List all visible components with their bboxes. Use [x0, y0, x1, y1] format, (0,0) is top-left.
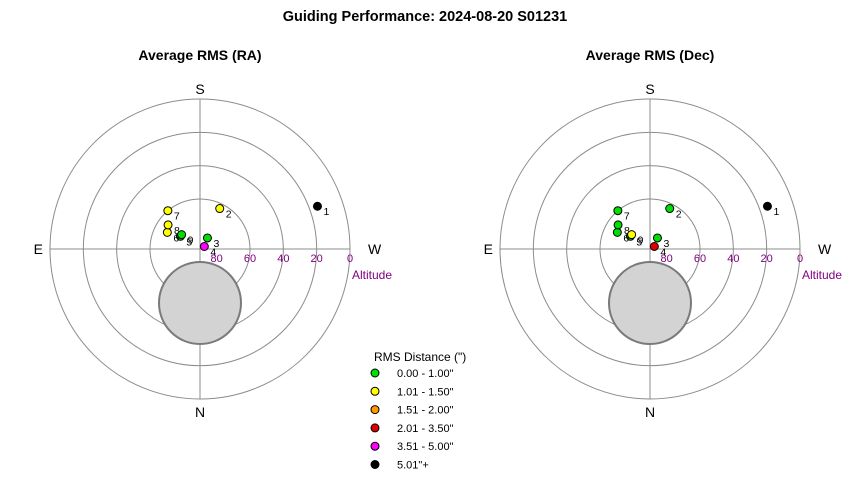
legend-swatch	[370, 405, 380, 415]
altitude-axis-label: Altitude	[802, 268, 842, 282]
altitude-tick-label: 0	[347, 253, 353, 265]
cardinal-south: S	[195, 81, 204, 97]
legend-label: 1.01 - 1.50"	[397, 386, 454, 398]
data-point-label: 8	[174, 225, 180, 237]
chart-title: Average RMS (Dec)	[586, 47, 715, 63]
altitude-tick-label: 80	[661, 253, 673, 265]
data-point	[613, 220, 623, 230]
altitude-axis-label: Altitude	[352, 268, 392, 282]
data-point	[199, 242, 209, 251]
data-point	[665, 204, 675, 214]
altitude-tick-label: 60	[694, 253, 706, 265]
legend-label: 3.51 - 5.00"	[397, 441, 454, 453]
cardinal-west: W	[368, 241, 382, 257]
data-point-label: 2	[676, 209, 682, 221]
cardinal-west: W	[818, 241, 832, 257]
legend-label: 5.01"+	[397, 460, 429, 472]
cardinal-north: N	[195, 404, 205, 420]
data-point-label: 2	[226, 209, 232, 221]
rms-ra-polar-chart: Average RMS (RA) S N E W 80 60 40 20 0 Altitude 1 2 3…	[34, 47, 393, 420]
chart-title: Average RMS (RA)	[138, 47, 261, 63]
data-point-label: 1	[773, 206, 779, 218]
page-title: Guiding Performance: 2024-08-20 S01231	[282, 9, 568, 25]
data-point	[649, 242, 659, 251]
data-point-label: 3	[663, 238, 669, 250]
data-point	[202, 233, 212, 243]
legend-swatch	[370, 460, 380, 469]
data-point-label: 4	[210, 247, 216, 259]
rms-dec-polar-chart: Average RMS (Dec) S N E W 80 60 40 20 0 Altitude 1 2…	[484, 47, 843, 420]
cardinal-north: N	[645, 404, 655, 420]
data-point-label: 7	[624, 211, 630, 223]
data-point-label: 3	[213, 238, 219, 250]
data-point-label: 4	[660, 247, 666, 259]
legend-swatch	[370, 386, 380, 396]
data-point	[613, 206, 623, 216]
cardinal-south: S	[645, 81, 654, 97]
legend-label: 2.01 - 3.50"	[397, 423, 454, 435]
data-point	[762, 201, 772, 211]
obstruction-disc	[608, 261, 692, 345]
data-point-label: 7	[174, 211, 180, 223]
altitude-tick-label: 20	[311, 253, 323, 265]
data-point-label: 1	[323, 206, 329, 218]
data-point-label: 5	[186, 236, 192, 248]
altitude-tick-label: 40	[277, 253, 289, 265]
data-point	[652, 233, 662, 243]
legend-swatch	[370, 368, 380, 378]
data-point	[163, 220, 173, 230]
data-point-label: 6	[623, 232, 629, 244]
legend-label: 1.51 - 2.00"	[397, 405, 454, 417]
altitude-tick-label: 80	[211, 253, 223, 265]
data-point-label: 6	[173, 232, 179, 244]
legend-label: 0.00 - 1.00"	[397, 368, 454, 380]
legend-swatch	[370, 423, 380, 433]
altitude-tick-label: 0	[797, 253, 803, 265]
altitude-tick-label: 40	[727, 253, 739, 265]
legend-title: RMS Distance (")	[374, 350, 466, 364]
data-point	[627, 230, 637, 240]
data-point	[312, 201, 322, 211]
altitude-tick-label: 20	[761, 253, 773, 265]
cardinal-east: E	[484, 241, 493, 257]
data-point	[163, 206, 173, 216]
data-point-label: 9	[188, 235, 194, 247]
data-point-label: 9	[638, 235, 644, 247]
obstruction-disc	[158, 261, 242, 345]
cardinal-east: E	[34, 241, 43, 257]
data-point-label: 5	[636, 236, 642, 248]
rms-distance-legend: RMS Distance (") 0.00 - 1.00" 1.01 - 1.50"…	[370, 350, 466, 472]
data-point-label: 8	[624, 225, 630, 237]
legend-swatch	[370, 441, 380, 451]
altitude-tick-label: 60	[244, 253, 256, 265]
data-point	[612, 227, 622, 237]
data-point	[177, 230, 187, 240]
data-point	[162, 227, 172, 237]
data-point	[215, 204, 225, 214]
